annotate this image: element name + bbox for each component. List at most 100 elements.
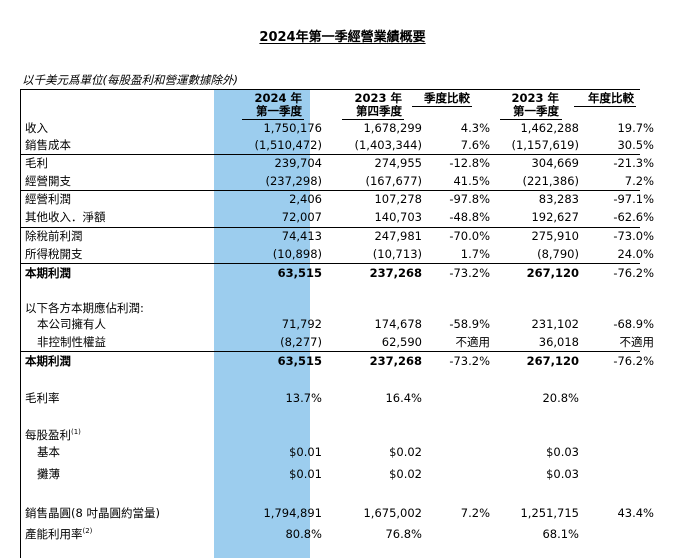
cell-2024-q1: $0.01 — [289, 467, 322, 481]
cell-yoy: 7.2% — [624, 174, 654, 188]
cell-2023-q1: 267,120 — [526, 266, 579, 280]
row-divider — [20, 154, 640, 155]
cell-qoq: -73.2% — [449, 354, 490, 368]
cell-2023-q4: 274,955 — [374, 156, 422, 170]
cell-2024-q1: 13.7% — [285, 391, 322, 405]
header-underline — [412, 106, 472, 107]
row-eps-basic: 基本 $0.01 $0.02 $0.03 — [20, 445, 660, 460]
cell-qoq: 4.3% — [460, 121, 490, 135]
row-label: 銷售成本 — [25, 138, 71, 152]
cell-2024-q1: 1,750,176 — [263, 121, 322, 135]
cell-qoq: 7.6% — [460, 138, 490, 152]
row-revenue: 收入 1,750,176 1,678,299 4.3% 1,462,288 19… — [20, 121, 660, 136]
cell-2023-q4: 237,268 — [369, 266, 422, 280]
row-divider — [20, 263, 640, 264]
cell-2023-q1: 68.1% — [542, 527, 579, 541]
cell-2024-q1: 63,515 — [277, 266, 322, 280]
row-label: 非控制性權益 — [37, 335, 106, 349]
row-label: 以下各方本期應佔利潤: — [25, 301, 144, 315]
cell-2023-q4: (10,713) — [372, 247, 422, 261]
cell-2024-q1: 71,792 — [281, 317, 322, 331]
cell-2023-q1: 20.8% — [542, 391, 579, 405]
row-non-controlling: 非控制性權益 (8,277) 62,590 不適用 36,018 不適用 — [20, 335, 660, 350]
header-underline — [342, 119, 404, 120]
row-income-tax: 所得稅開支 (10,898) (10,713) 1.7% (8,790) 24.… — [20, 247, 660, 262]
cell-2023-q1: (8,790) — [537, 247, 579, 261]
row-wafers-shipped: 銷售晶圓(8 吋晶圓約當量) 1,794,891 1,675,002 7.2% … — [20, 506, 660, 521]
cell-2023-q1: 1,251,715 — [520, 506, 579, 520]
cell-2024-q1: (10,898) — [272, 247, 322, 261]
cell-qoq: 1.7% — [460, 247, 490, 261]
row-attributable-header: 以下各方本期應佔利潤: — [20, 301, 660, 316]
cell-2023-q1: 275,910 — [531, 229, 579, 243]
row-gross-margin: 毛利率 13.7% 16.4% 20.8% — [20, 391, 660, 406]
cell-yoy: -76.2% — [613, 354, 654, 368]
row-cost-of-sales: 銷售成本 (1,510,472) (1,403,344) 7.6% (1,157… — [20, 138, 660, 153]
cell-2023-q4: 16.4% — [385, 391, 422, 405]
row-label: 其他收入．淨額 — [25, 210, 106, 224]
cell-2023-q1: $0.03 — [546, 467, 579, 481]
header-underline — [242, 119, 304, 120]
row-label: 產能利用率(2) — [25, 527, 93, 541]
cell-2023-q1: 192,627 — [531, 210, 579, 224]
row-label: 毛利 — [25, 156, 48, 170]
cell-2023-q1: 36,018 — [538, 335, 579, 349]
cell-2023-q1: 267,120 — [526, 354, 579, 368]
cell-2024-q1: 72,007 — [281, 210, 322, 224]
cell-yoy: 不適用 — [619, 335, 655, 349]
cell-2023-q1: (1,157,619) — [511, 138, 579, 152]
cell-2023-q4: 174,678 — [374, 317, 422, 331]
cell-qoq: -58.9% — [449, 317, 490, 331]
cell-yoy: 30.5% — [617, 138, 654, 152]
row-divider — [20, 351, 640, 352]
row-label: 經營利潤 — [25, 192, 71, 206]
cell-2023-q4: 140,703 — [374, 210, 422, 224]
row-label: 所得稅開支 — [25, 247, 83, 261]
row-label: 經營開支 — [25, 174, 71, 188]
footnote-marker: (1) — [71, 428, 81, 437]
cell-2024-q1: 74,413 — [281, 229, 322, 243]
cell-2024-q1: (1,510,472) — [254, 138, 322, 152]
row-label: 收入 — [25, 121, 48, 135]
cell-2024-q1: 80.8% — [285, 527, 322, 541]
cell-2023-q4: 62,590 — [381, 335, 422, 349]
row-other-income: 其他收入．淨額 72,007 140,703 -48.8% 192,627 -6… — [20, 210, 660, 225]
table-left-rule — [20, 89, 21, 558]
header-qoq: 季度比較 — [424, 91, 470, 105]
cell-qoq: 不適用 — [455, 335, 491, 349]
row-pretax-profit: 除稅前利潤 74,413 247,981 -70.0% 275,910 -73.… — [20, 229, 660, 244]
cell-2024-q1: 2,406 — [289, 192, 322, 206]
cell-2024-q1: 1,794,891 — [263, 506, 322, 520]
cell-yoy: -73.0% — [613, 229, 654, 243]
row-utilization: 產能利用率(2) 80.8% 76.8% 68.1% — [20, 527, 660, 542]
row-operating-profit: 經營利潤 2,406 107,278 -97.8% 83,283 -97.1% — [20, 192, 660, 207]
cell-2024-q1: $0.01 — [289, 445, 322, 459]
cell-2023-q1: 304,669 — [531, 156, 579, 170]
cell-qoq: -97.8% — [449, 192, 490, 206]
cell-2023-q4: 76.8% — [385, 527, 422, 541]
row-label: 基本 — [37, 445, 60, 459]
header-yoy: 年度比較 — [588, 91, 634, 105]
cell-2023-q4: 237,268 — [369, 354, 422, 368]
row-label: 本期利潤 — [25, 266, 71, 280]
row-label: 除稅前利潤 — [25, 229, 83, 243]
header-2024-q1: 2024 年第一季度 — [254, 91, 302, 118]
row-label: 本期利潤 — [25, 354, 71, 368]
row-label: 銷售晶圓(8 吋晶圓約當量) — [25, 506, 160, 520]
header-2023-q4: 2023 年第四季度 — [354, 91, 402, 118]
cell-yoy: -97.1% — [613, 192, 654, 206]
cell-qoq: 41.5% — [453, 174, 490, 188]
cell-qoq: -48.8% — [449, 210, 490, 224]
cell-yoy: -76.2% — [613, 266, 654, 280]
cell-yoy: -68.9% — [613, 317, 654, 331]
row-divider — [20, 190, 640, 191]
row-eps-header: 每股盈利(1) — [20, 428, 660, 443]
cell-2024-q1: 239,704 — [274, 156, 322, 170]
cell-2023-q4: $0.02 — [389, 467, 422, 481]
cell-2023-q4: (1,403,344) — [354, 138, 422, 152]
row-label: 本公司擁有人 — [37, 317, 106, 331]
cell-2023-q4: 247,981 — [374, 229, 422, 243]
cell-yoy: 19.7% — [617, 121, 654, 135]
footnote-marker: (2) — [82, 527, 93, 536]
cell-2024-q1: (237,298) — [265, 174, 322, 188]
